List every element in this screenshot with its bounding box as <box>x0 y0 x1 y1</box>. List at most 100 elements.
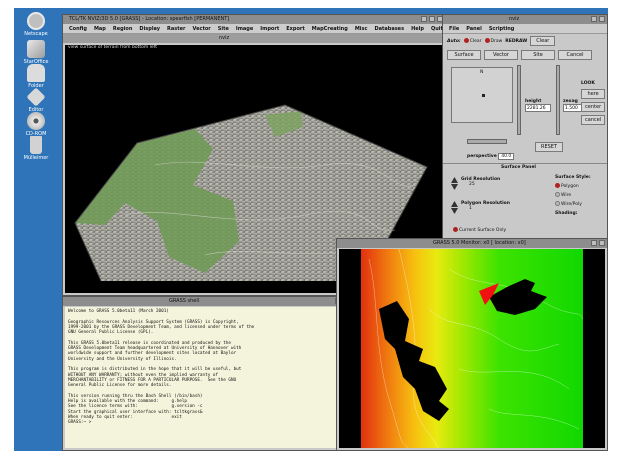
menu-display[interactable]: Display <box>139 26 161 32</box>
surface-style-group: Surface Style: Polygon Wire Wire/Poly Sh… <box>555 175 591 216</box>
look-center-button[interactable]: center <box>581 102 606 112</box>
staroffice-icon <box>27 40 45 58</box>
menu-import[interactable]: Import <box>260 26 280 32</box>
terminal-line: GRASS:~ > <box>68 420 92 426</box>
radio-icon <box>463 38 469 43</box>
vector-button[interactable]: Vector <box>484 50 518 60</box>
clear-radio[interactable]: Clear <box>463 38 482 44</box>
menu-panel[interactable]: Panel <box>466 26 482 32</box>
polygon-resolution-control: Polygon Resolution 1 <box>451 201 510 214</box>
arrow-down-icon[interactable] <box>451 184 458 190</box>
lake-polygon <box>489 279 547 315</box>
draw-radio[interactable]: Draw <box>484 38 503 44</box>
style-wire-radio[interactable]: Wire <box>555 192 591 198</box>
view-caption: view surface of terrain from bottom left <box>68 45 157 50</box>
look-label: LOOK <box>581 81 595 86</box>
surface-panel-title: Surface Panel <box>501 165 536 170</box>
terminal-titlebar[interactable]: GRASS shell <box>63 297 351 306</box>
cancel-button[interactable]: Cancel <box>558 50 592 60</box>
perspective-slider[interactable] <box>467 139 507 144</box>
desktop-icon-staroffice[interactable]: StarOffice <box>14 40 58 66</box>
arrow-up-icon[interactable] <box>451 177 458 183</box>
style-wirepoly-radio[interactable]: Wire/Poly <box>555 201 591 207</box>
arrow-up-icon[interactable] <box>451 201 458 207</box>
menu-export[interactable]: Export <box>286 26 305 32</box>
menu-help[interactable]: Help <box>411 26 424 32</box>
menu-misc[interactable]: Misc <box>354 26 368 32</box>
perspective-input[interactable]: 40.0 <box>498 153 515 160</box>
menu-image[interactable]: Image <box>235 26 254 32</box>
menu-config[interactable]: Config <box>69 26 87 32</box>
look-here-button[interactable]: here <box>581 89 606 99</box>
editor-icon <box>26 87 46 107</box>
desktop-icon-cdrom[interactable]: CD-ROM <box>14 112 58 138</box>
clear-button[interactable]: Clear <box>530 36 556 46</box>
current-surface-only-checkbox[interactable]: Current Surface Only <box>453 227 506 233</box>
menu-mapcreating[interactable]: MapCreating <box>311 26 348 32</box>
lake-polygon <box>379 301 449 421</box>
style-wire-label: Wire <box>561 193 572 198</box>
forest-patch <box>265 111 303 137</box>
minimize-icon[interactable] <box>421 16 427 22</box>
menu-map[interactable]: Map <box>93 26 106 32</box>
terminal-line: Help is available with the command: g.he… <box>68 399 187 405</box>
terminal-line: When ready to quit enter: exit <box>68 414 182 420</box>
surface-button[interactable]: Surface <box>447 50 481 60</box>
menu-databases[interactable]: Databases <box>374 26 405 32</box>
desktop-icon-editor[interactable]: Editor <box>14 87 58 114</box>
height-slider[interactable] <box>517 65 521 135</box>
style-polygon-label: Polygon <box>561 184 579 189</box>
zexag-slider[interactable] <box>556 65 560 135</box>
close-icon[interactable] <box>599 240 605 246</box>
desktop-icon-label: CD-ROM <box>25 131 47 137</box>
grass-terminal-window: GRASS shell Welcome to GRASS 5.0beta11 (… <box>62 296 352 451</box>
desktop-icon-netscape[interactable]: Netscape <box>14 12 58 38</box>
terminal-text-area[interactable]: Welcome to GRASS 5.0beta11 (March 2001) … <box>65 307 349 448</box>
map-canvas[interactable] <box>339 249 605 448</box>
surface-style-title: Surface Style: <box>555 175 591 180</box>
minimize-icon[interactable] <box>591 240 597 246</box>
elevation-map <box>361 249 584 448</box>
grid-resolution-value[interactable]: 25 <box>469 182 475 187</box>
redraw-button[interactable]: REDRAW <box>505 38 528 44</box>
window-title: TCL/TK NVIZ/3D 5.0 [GRASS] - Location: s… <box>69 16 230 22</box>
minimize-icon[interactable] <box>591 16 597 22</box>
menu-file[interactable]: File <box>449 26 460 32</box>
draw-radio-label: Draw <box>490 39 503 44</box>
terminal-line: GNU General Public License (GPL). <box>68 330 154 336</box>
zexag-input[interactable]: 1.500 <box>563 104 583 112</box>
panel-title: nviz <box>509 16 520 22</box>
style-polygon-radio[interactable]: Polygon <box>555 183 591 189</box>
reset-button[interactable]: RESET <box>535 142 564 152</box>
menu-quit[interactable]: Quit <box>430 26 443 32</box>
terminal-line: Geographic Resources Analysis Support Sy… <box>68 319 239 325</box>
desktop-icon-label: Mülleimer <box>23 155 49 161</box>
menu-site[interactable]: Site <box>217 26 229 32</box>
desktop-icon-trash[interactable]: Mülleimer <box>14 136 58 162</box>
current-surface-only-label: Current Surface Only <box>459 228 507 233</box>
menu-raster[interactable]: Raster <box>167 26 186 32</box>
eye-position-widget[interactable]: N <box>451 67 513 123</box>
desktop-icon-folder[interactable]: Folder <box>14 64 58 90</box>
nviz-main-titlebar[interactable]: TCL/TK NVIZ/3D 5.0 [GRASS] - Location: s… <box>63 15 445 24</box>
height-input[interactable]: 2281.26 <box>525 104 551 112</box>
terminal-title: GRASS shell <box>169 298 200 304</box>
close-icon[interactable] <box>599 16 605 22</box>
site-button[interactable]: Site <box>521 50 555 60</box>
arrow-down-icon[interactable] <box>451 208 458 214</box>
look-cancel-button[interactable]: cancel <box>581 115 606 125</box>
monitor-titlebar[interactable]: GRASS 5.0 Monitor: x0 [ location: x0] <box>337 239 607 248</box>
polygon-resolution-value[interactable]: 1 <box>469 206 472 211</box>
terminal-line: University and the University of Illinoi… <box>68 356 177 362</box>
perspective-readout: perspective 40.0 <box>467 153 515 160</box>
terrain-render <box>74 104 428 282</box>
menu-region[interactable]: Region <box>112 26 133 32</box>
menu-scripting[interactable]: Scripting <box>488 26 515 32</box>
panel-titlebar[interactable]: nviz <box>443 15 607 24</box>
shading-label: Shading: <box>555 211 578 216</box>
nviz-control-panel: nviz File Panel Scripting Auto: Clear Dr… <box>442 14 608 240</box>
grid-resolution-label: Grid Resolution <box>461 177 501 182</box>
desktop-icon-label: StarOffice <box>23 59 49 65</box>
menu-vector[interactable]: Vector <box>192 26 211 32</box>
maximize-icon[interactable] <box>429 16 435 22</box>
